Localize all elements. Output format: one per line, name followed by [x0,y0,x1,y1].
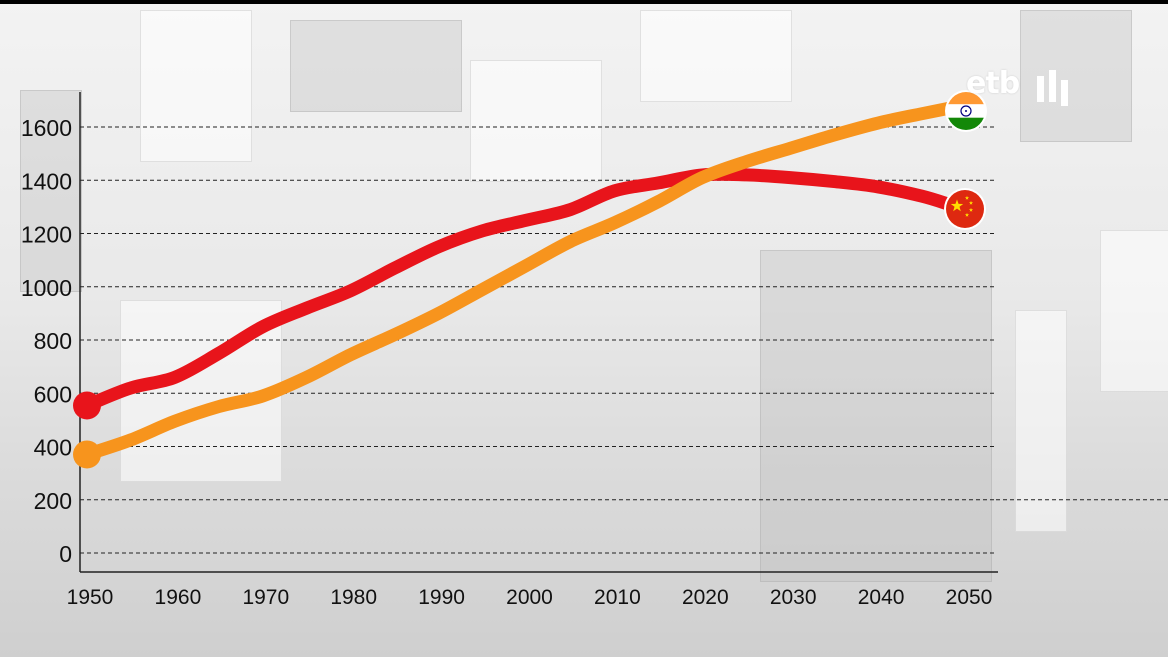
gridlines [80,126,1168,554]
background-building [1015,310,1067,532]
y-tick-label-600: 600 [34,381,72,407]
x-tick-label-2020: 2020 [682,586,729,609]
china-series-line [80,167,955,412]
y-tick-label-800: 800 [34,328,72,354]
china-flag-small-star [968,207,974,212]
china-flag-big-star [950,199,964,212]
china-flag-small-star [964,195,970,200]
x-tick-label-1950: 1950 [67,586,114,609]
india-flag-field [947,92,985,130]
india-flag-saffron-band [947,92,985,105]
series-lines [80,101,955,461]
etb-logo: etb [966,66,1020,101]
india-flag [945,90,987,132]
x-tick-label-2030: 2030 [770,586,817,609]
y-tick-label-200: 200 [34,488,72,514]
india-series-line [80,101,955,461]
series-markers [73,90,987,469]
india-start-marker [73,440,101,469]
background-building [640,10,792,102]
axes [79,92,998,573]
background-building [20,90,82,292]
y-tick-label-1000: 1000 [21,275,72,301]
y-tick-label-1200: 1200 [21,222,72,248]
x-tick-labels: 1950 1960 1970 1980 1990 2000 2010 2020 2030 2040… [67,586,993,609]
x-tick-label-2040: 2040 [858,586,905,609]
x-tick-label-1960: 1960 [155,586,202,609]
india-flag-chakra [960,105,972,117]
india-flag-green-band [947,117,985,130]
background-building [470,60,602,182]
y-tick-label-1400: 1400 [21,168,72,194]
china-start-marker [73,391,101,420]
china-flag [944,188,986,230]
china-flag-small-star [968,200,974,205]
background-building [760,250,992,582]
x-tick-label-2050: 2050 [946,586,993,609]
x-tick-label-2000: 2000 [506,586,553,609]
background-building [290,20,462,112]
etb-logo-mark-icon [1037,70,1068,106]
y-tick-label-400: 400 [34,435,72,461]
y-tick-label-0: 0 [59,541,72,567]
india-flag-chakra-hub [965,110,967,112]
background-building [140,10,252,162]
china-flag-field [946,190,984,228]
x-tick-label-1970: 1970 [242,586,289,609]
x-tick-label-1980: 1980 [330,586,377,609]
x-tick-label-2010: 2010 [594,586,641,609]
china-flag-small-star [964,212,970,217]
y-tick-label-1600: 1600 [21,115,72,141]
y-tick-labels: 0 200 400 600 800 1000 1200 1400 1600 [21,115,72,567]
background-building [1100,230,1168,392]
top-black-strip [0,0,1168,4]
x-tick-label-1990: 1990 [418,586,465,609]
